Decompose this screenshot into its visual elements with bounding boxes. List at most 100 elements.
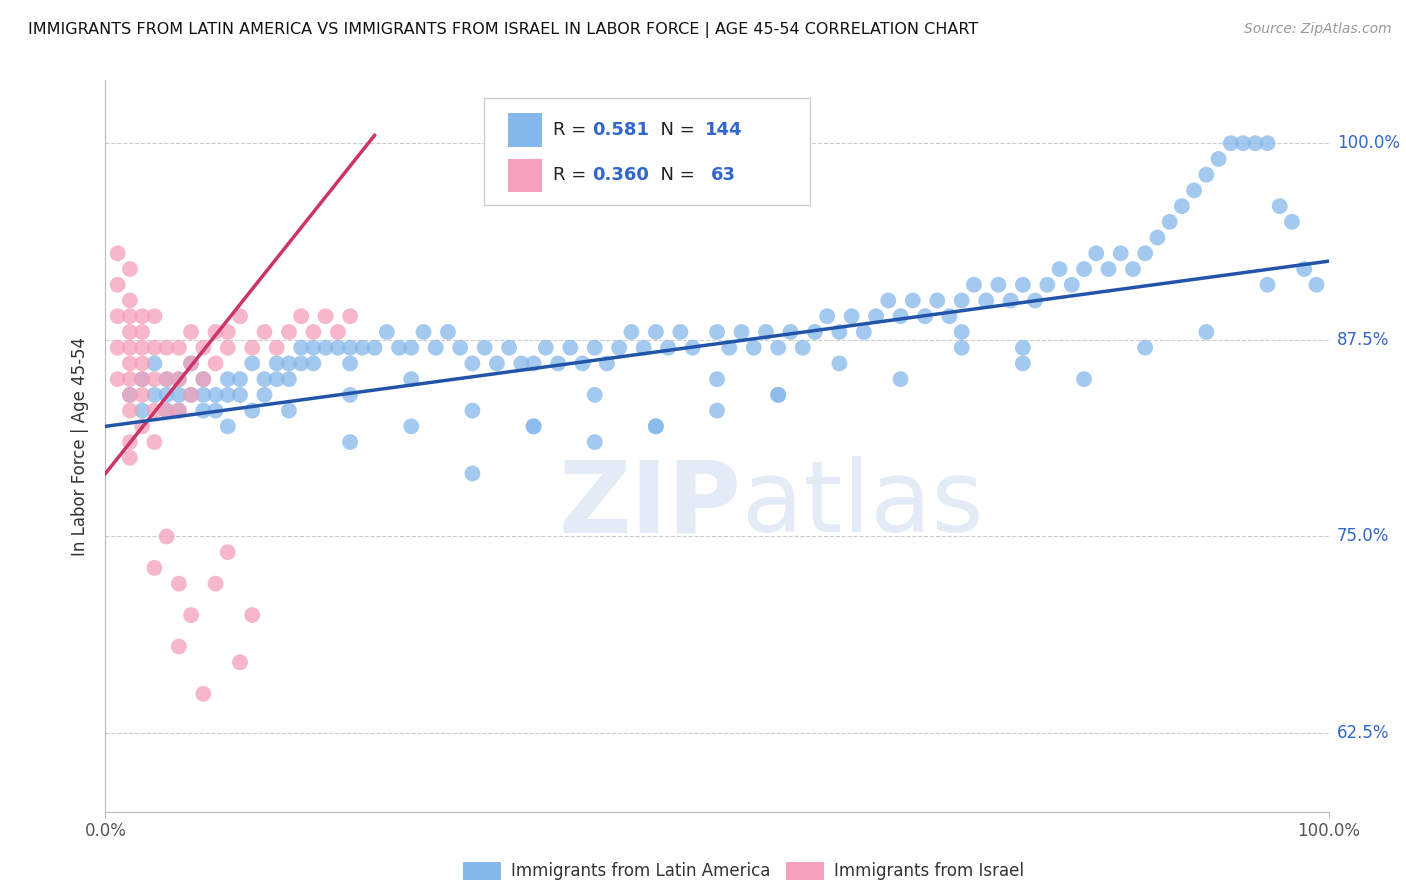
Point <box>107 310 129 324</box>
Point <box>143 356 166 370</box>
Point <box>375 325 398 339</box>
Text: ZIP: ZIP <box>558 456 741 553</box>
Point <box>1011 341 1033 355</box>
Point <box>1219 136 1241 151</box>
Point <box>118 388 141 402</box>
Point <box>193 372 215 386</box>
Point <box>155 403 177 417</box>
Point <box>240 403 263 417</box>
Point <box>131 325 153 339</box>
Point <box>143 403 166 417</box>
Point <box>730 325 752 339</box>
Point <box>1305 277 1327 292</box>
Point <box>399 372 422 386</box>
Point <box>522 419 544 434</box>
Point <box>485 356 508 370</box>
Point <box>266 356 288 370</box>
Point <box>522 419 544 434</box>
Point <box>1256 277 1278 292</box>
Point <box>229 388 252 402</box>
Point <box>742 341 765 355</box>
Point <box>118 356 141 370</box>
Point <box>193 687 215 701</box>
Point <box>118 403 141 417</box>
Point <box>131 341 153 355</box>
Point <box>399 419 422 434</box>
Point <box>768 388 790 402</box>
Point <box>315 310 337 324</box>
Point <box>339 388 361 402</box>
Point <box>889 372 911 386</box>
Point <box>963 277 986 292</box>
Point <box>143 388 166 402</box>
Text: atlas: atlas <box>741 456 983 553</box>
Point <box>118 450 141 465</box>
Point <box>204 388 226 402</box>
Point <box>412 325 434 339</box>
Point <box>107 277 129 292</box>
Point <box>644 325 668 339</box>
Point <box>437 325 460 339</box>
Point <box>950 293 973 308</box>
Point <box>901 293 924 308</box>
Point <box>253 325 276 339</box>
Point <box>583 341 606 355</box>
Point <box>425 341 447 355</box>
Point <box>167 403 190 417</box>
Point <box>388 341 411 355</box>
Point <box>167 388 190 402</box>
Point <box>131 310 153 324</box>
Point <box>547 356 569 370</box>
Point <box>290 356 312 370</box>
Point <box>607 341 630 355</box>
Point <box>363 341 385 355</box>
Point <box>633 341 655 355</box>
Point <box>755 325 778 339</box>
Point <box>352 341 374 355</box>
Point <box>1159 215 1181 229</box>
Point <box>217 372 239 386</box>
Point <box>1024 293 1046 308</box>
Point <box>682 341 704 355</box>
Point <box>155 529 177 543</box>
Point <box>180 608 202 623</box>
Point <box>339 341 361 355</box>
Point <box>302 356 325 370</box>
Text: Immigrants from Latin America: Immigrants from Latin America <box>510 862 770 880</box>
Point <box>474 341 496 355</box>
Point <box>828 325 851 339</box>
Point <box>217 341 239 355</box>
Point <box>278 325 301 339</box>
Point <box>229 372 252 386</box>
Point <box>131 356 153 370</box>
Point <box>155 388 177 402</box>
Point <box>131 372 153 386</box>
Point <box>1146 230 1168 244</box>
Point <box>240 608 263 623</box>
Point <box>534 341 557 355</box>
Point <box>706 403 728 417</box>
Point <box>240 356 263 370</box>
Point <box>131 419 153 434</box>
Point <box>571 356 593 370</box>
Point <box>167 341 190 355</box>
Point <box>253 372 276 386</box>
Point <box>143 435 166 450</box>
Point <box>107 372 129 386</box>
Point <box>1000 293 1022 308</box>
Text: 87.5%: 87.5% <box>1337 331 1389 349</box>
Point <box>118 388 141 402</box>
Point <box>583 435 606 450</box>
Point <box>217 325 239 339</box>
Point <box>290 310 312 324</box>
Point <box>1073 262 1095 277</box>
Point <box>669 325 692 339</box>
Point <box>950 325 973 339</box>
Point <box>560 341 582 355</box>
Point <box>974 293 997 308</box>
Point <box>326 341 349 355</box>
Point <box>841 310 863 324</box>
Point <box>180 325 202 339</box>
Text: R =: R = <box>553 121 592 139</box>
Point <box>1060 277 1083 292</box>
